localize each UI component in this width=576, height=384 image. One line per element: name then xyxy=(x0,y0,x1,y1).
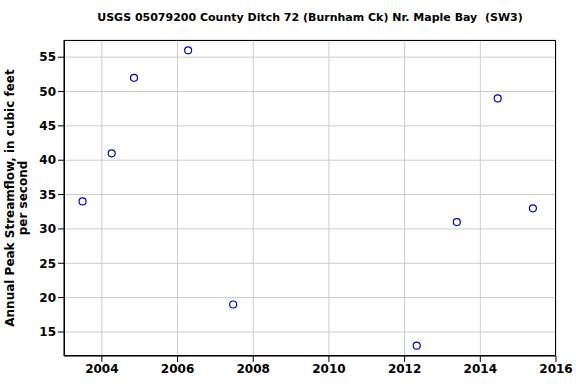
svg-text:2006: 2006 xyxy=(161,362,194,376)
svg-text:2016: 2016 xyxy=(539,362,568,376)
html-text:USGS 05079200 County Ditch 72: USGS 05079200 County Ditch 72 (Burnham C… xyxy=(97,11,523,24)
svg-text:20: 20 xyxy=(39,291,56,305)
svg-text:45: 45 xyxy=(39,119,56,133)
svg-text:2014: 2014 xyxy=(464,362,497,376)
svg-text:55: 55 xyxy=(39,50,56,64)
svg-text:15: 15 xyxy=(39,325,56,339)
svg-text:35: 35 xyxy=(39,188,56,202)
svg-text:Annual Peak Streamflow, in cub: Annual Peak Streamflow, in cubic feetper… xyxy=(8,69,30,327)
svg-text:2008: 2008 xyxy=(237,362,270,376)
svg-text:2012: 2012 xyxy=(388,362,421,376)
svg-text:40: 40 xyxy=(39,153,56,167)
svg-text:2010: 2010 xyxy=(312,362,345,376)
svg-text:50: 50 xyxy=(39,85,56,99)
svg-text:2004: 2004 xyxy=(85,362,118,376)
svg-text:30: 30 xyxy=(39,222,56,236)
svg-text:25: 25 xyxy=(39,257,56,271)
